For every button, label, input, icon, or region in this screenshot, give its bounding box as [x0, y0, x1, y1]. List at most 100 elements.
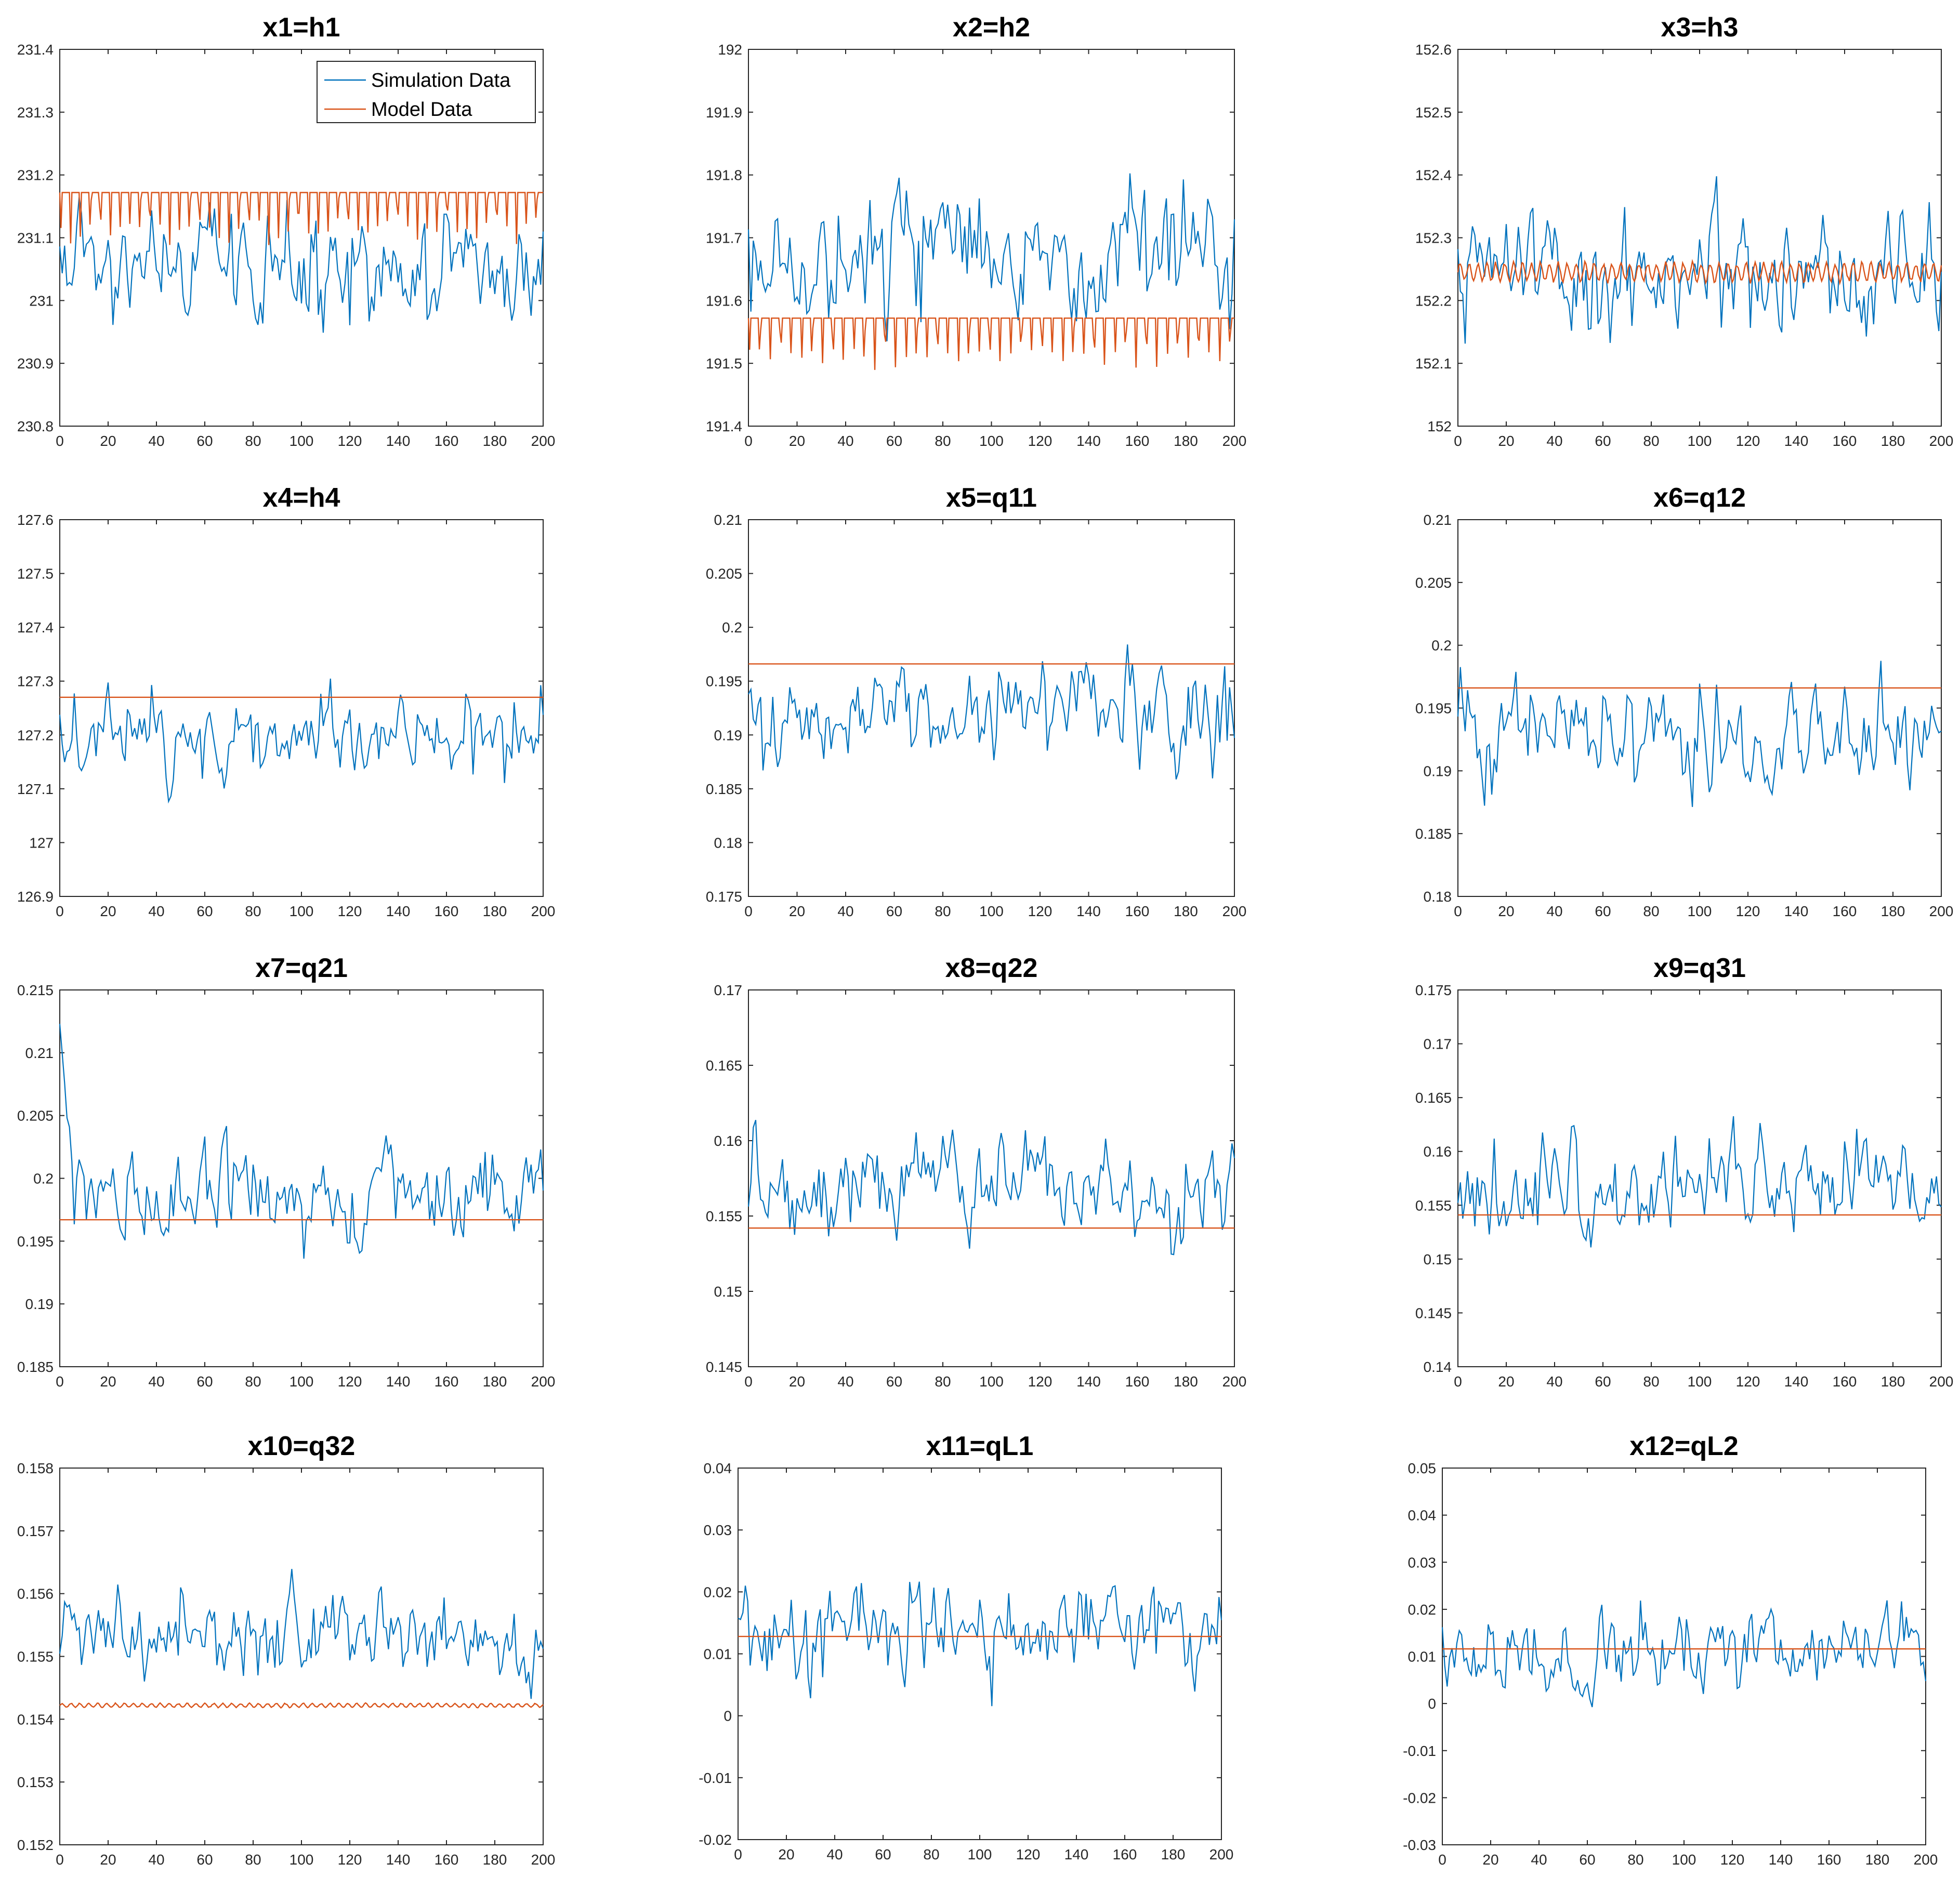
x-tick-label: 180: [483, 433, 507, 449]
simulation-series-line: [747, 1119, 1235, 1256]
x-tick-label: 120: [338, 1852, 362, 1868]
x-tick-label: 80: [245, 1373, 261, 1390]
x-tick-label: 120: [338, 903, 362, 919]
y-tick-label: 231.1: [17, 230, 54, 246]
y-tick-label: 0: [1428, 1696, 1436, 1712]
x-tick-label: 80: [1643, 903, 1659, 919]
model-series-line: [59, 1702, 544, 1709]
x-tick-label: 20: [100, 903, 116, 919]
y-tick-label: 0.05: [1408, 1460, 1437, 1476]
x-tick-label: 180: [483, 903, 507, 919]
x-tick-label: 60: [1595, 433, 1611, 449]
x-tick-label: 40: [1546, 903, 1562, 919]
y-tick-label: 0.01: [704, 1646, 732, 1662]
y-tick-label: 0.03: [1408, 1554, 1437, 1570]
y-tick-label: 230.9: [17, 355, 54, 372]
y-tick-label: 0.215: [17, 982, 54, 998]
x-tick-label: 200: [1222, 1373, 1247, 1390]
x-tick-label: 60: [886, 1373, 902, 1390]
simulation-series-line: [1457, 660, 1942, 807]
y-tick-label: 0.21: [25, 1045, 54, 1061]
x-tick-label: 20: [100, 433, 116, 449]
x-tick-label: 160: [435, 1852, 459, 1868]
subplot-title: x2=h2: [953, 12, 1030, 43]
x-tick-label: 60: [196, 433, 213, 449]
y-tick-label: 0.21: [714, 512, 743, 528]
x-tick-label: 40: [1531, 1852, 1547, 1868]
y-tick-label: 152: [1427, 418, 1452, 434]
x-tick-label: 120: [338, 1373, 362, 1390]
y-tick-label: 0.18: [714, 835, 743, 851]
x-tick-label: 40: [148, 1852, 164, 1868]
y-tick-label: 0.158: [17, 1460, 54, 1476]
x-tick-label: 0: [56, 1373, 64, 1390]
subplot-title: x11=qL1: [926, 1431, 1034, 1461]
x-tick-label: 60: [196, 1852, 213, 1868]
x-tick-label: 60: [1595, 1373, 1611, 1390]
x-tick-label: 180: [1881, 903, 1905, 919]
x-tick-label: 140: [1064, 1846, 1089, 1862]
y-tick-label: 152.3: [1415, 230, 1452, 246]
subplot-title: x6=q12: [1653, 483, 1746, 513]
y-tick-label: 0.19: [1424, 763, 1452, 779]
x-tick-label: 20: [100, 1373, 116, 1390]
x-tick-label: 20: [1498, 1373, 1514, 1390]
y-tick-label: 0.01: [1408, 1649, 1437, 1665]
legend-box: [317, 61, 536, 123]
y-tick-label: 0.156: [17, 1586, 54, 1602]
x-tick-label: 120: [1736, 1373, 1760, 1390]
x-tick-label: 140: [386, 903, 411, 919]
x-tick-label: 140: [1076, 433, 1101, 449]
subplot-title: x8=q22: [945, 953, 1038, 983]
x-tick-label: 100: [979, 903, 1004, 919]
y-tick-label: 127.6: [17, 512, 54, 528]
x-tick-label: 20: [778, 1846, 794, 1862]
x-tick-label: 160: [1833, 433, 1857, 449]
x-tick-label: 100: [1672, 1852, 1696, 1868]
subplot-title: x5=q11: [946, 483, 1037, 513]
model-series-line: [1457, 259, 1942, 286]
legend-label: Simulation Data: [371, 70, 511, 91]
y-tick-label: 0.2: [1431, 638, 1452, 654]
y-tick-label: 0.155: [1415, 1197, 1452, 1213]
axes-frame: [748, 49, 1235, 427]
x-tick-label: 180: [483, 1852, 507, 1868]
x-tick-label: 60: [875, 1846, 891, 1862]
y-tick-label: 0.2: [33, 1171, 54, 1187]
simulation-series-line: [747, 173, 1235, 341]
x-tick-label: 180: [1174, 433, 1198, 449]
x-tick-label: 160: [1833, 903, 1857, 919]
simulation-series-line: [1441, 1600, 1927, 1708]
y-tick-label: -0.02: [1403, 1790, 1436, 1806]
model-series-line: [747, 318, 1234, 370]
x-tick-label: 100: [1688, 1373, 1712, 1390]
y-tick-label: 231.4: [17, 42, 54, 58]
x-tick-label: 40: [826, 1846, 843, 1862]
x-tick-label: 180: [1881, 1373, 1905, 1390]
x-tick-label: 0: [56, 903, 64, 919]
y-tick-label: 0.155: [706, 1208, 742, 1224]
x-tick-label: 40: [837, 1373, 853, 1390]
y-tick-label: 0.165: [706, 1058, 742, 1074]
axes-frame: [59, 519, 544, 897]
simulation-series-line: [748, 644, 1235, 780]
y-tick-label: 0.154: [17, 1711, 54, 1727]
x-tick-label: 60: [196, 903, 213, 919]
y-tick-label: 0.185: [17, 1359, 54, 1375]
subplot-3: x3=h3 0 20 40 60 80 100 120 140 160 180 200 152 152.1…: [1415, 12, 1953, 449]
x-tick-label: 60: [886, 903, 902, 919]
x-tick-label: 160: [1833, 1373, 1857, 1390]
x-tick-label: 20: [1498, 903, 1514, 919]
y-tick-label: 0.03: [704, 1522, 732, 1538]
subplot-2: x2=h2 0 20 40 60 80 100 120 140 160 180 200 191.4 191…: [706, 12, 1246, 449]
x-tick-label: 80: [935, 1373, 951, 1390]
x-tick-label: 120: [1736, 903, 1760, 919]
simulation-series-line: [1457, 1116, 1942, 1248]
x-tick-label: 160: [1817, 1852, 1841, 1868]
subplot-9: x9=q31 0 20 40 60 80 100 120 140 160 180 200 0.14 0.1…: [1415, 953, 1953, 1390]
y-tick-label: 0.157: [17, 1523, 54, 1539]
x-tick-label: 20: [1498, 433, 1514, 449]
x-tick-label: 180: [483, 1373, 507, 1390]
y-tick-label: 0.165: [1415, 1090, 1452, 1106]
y-tick-label: 0.16: [1424, 1144, 1452, 1160]
